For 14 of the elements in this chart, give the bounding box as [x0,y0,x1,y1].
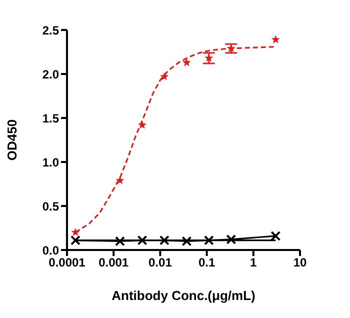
x-tick-label: 0.0001 [48,256,86,270]
y-tick-label: 2.5 [42,23,60,38]
y-tick-label: 1.0 [42,155,60,170]
y-tick-label: 0.5 [42,199,60,214]
x-tick-label: 0.1 [198,256,216,270]
x-tick-label: 10 [293,256,307,270]
y-axis-title: OD450 [4,119,20,161]
y-tick-label: 2.0 [42,67,60,82]
x-axis-title: Antibody Conc.(μg/mL) [112,288,256,303]
y-tick-label: 1.5 [42,111,60,126]
x-tick-label: 1 [250,256,258,270]
x-tick-label: 0.001 [98,256,129,270]
y-tick-label: 0.0 [42,243,60,258]
x-tick-label: 0.01 [148,256,172,270]
